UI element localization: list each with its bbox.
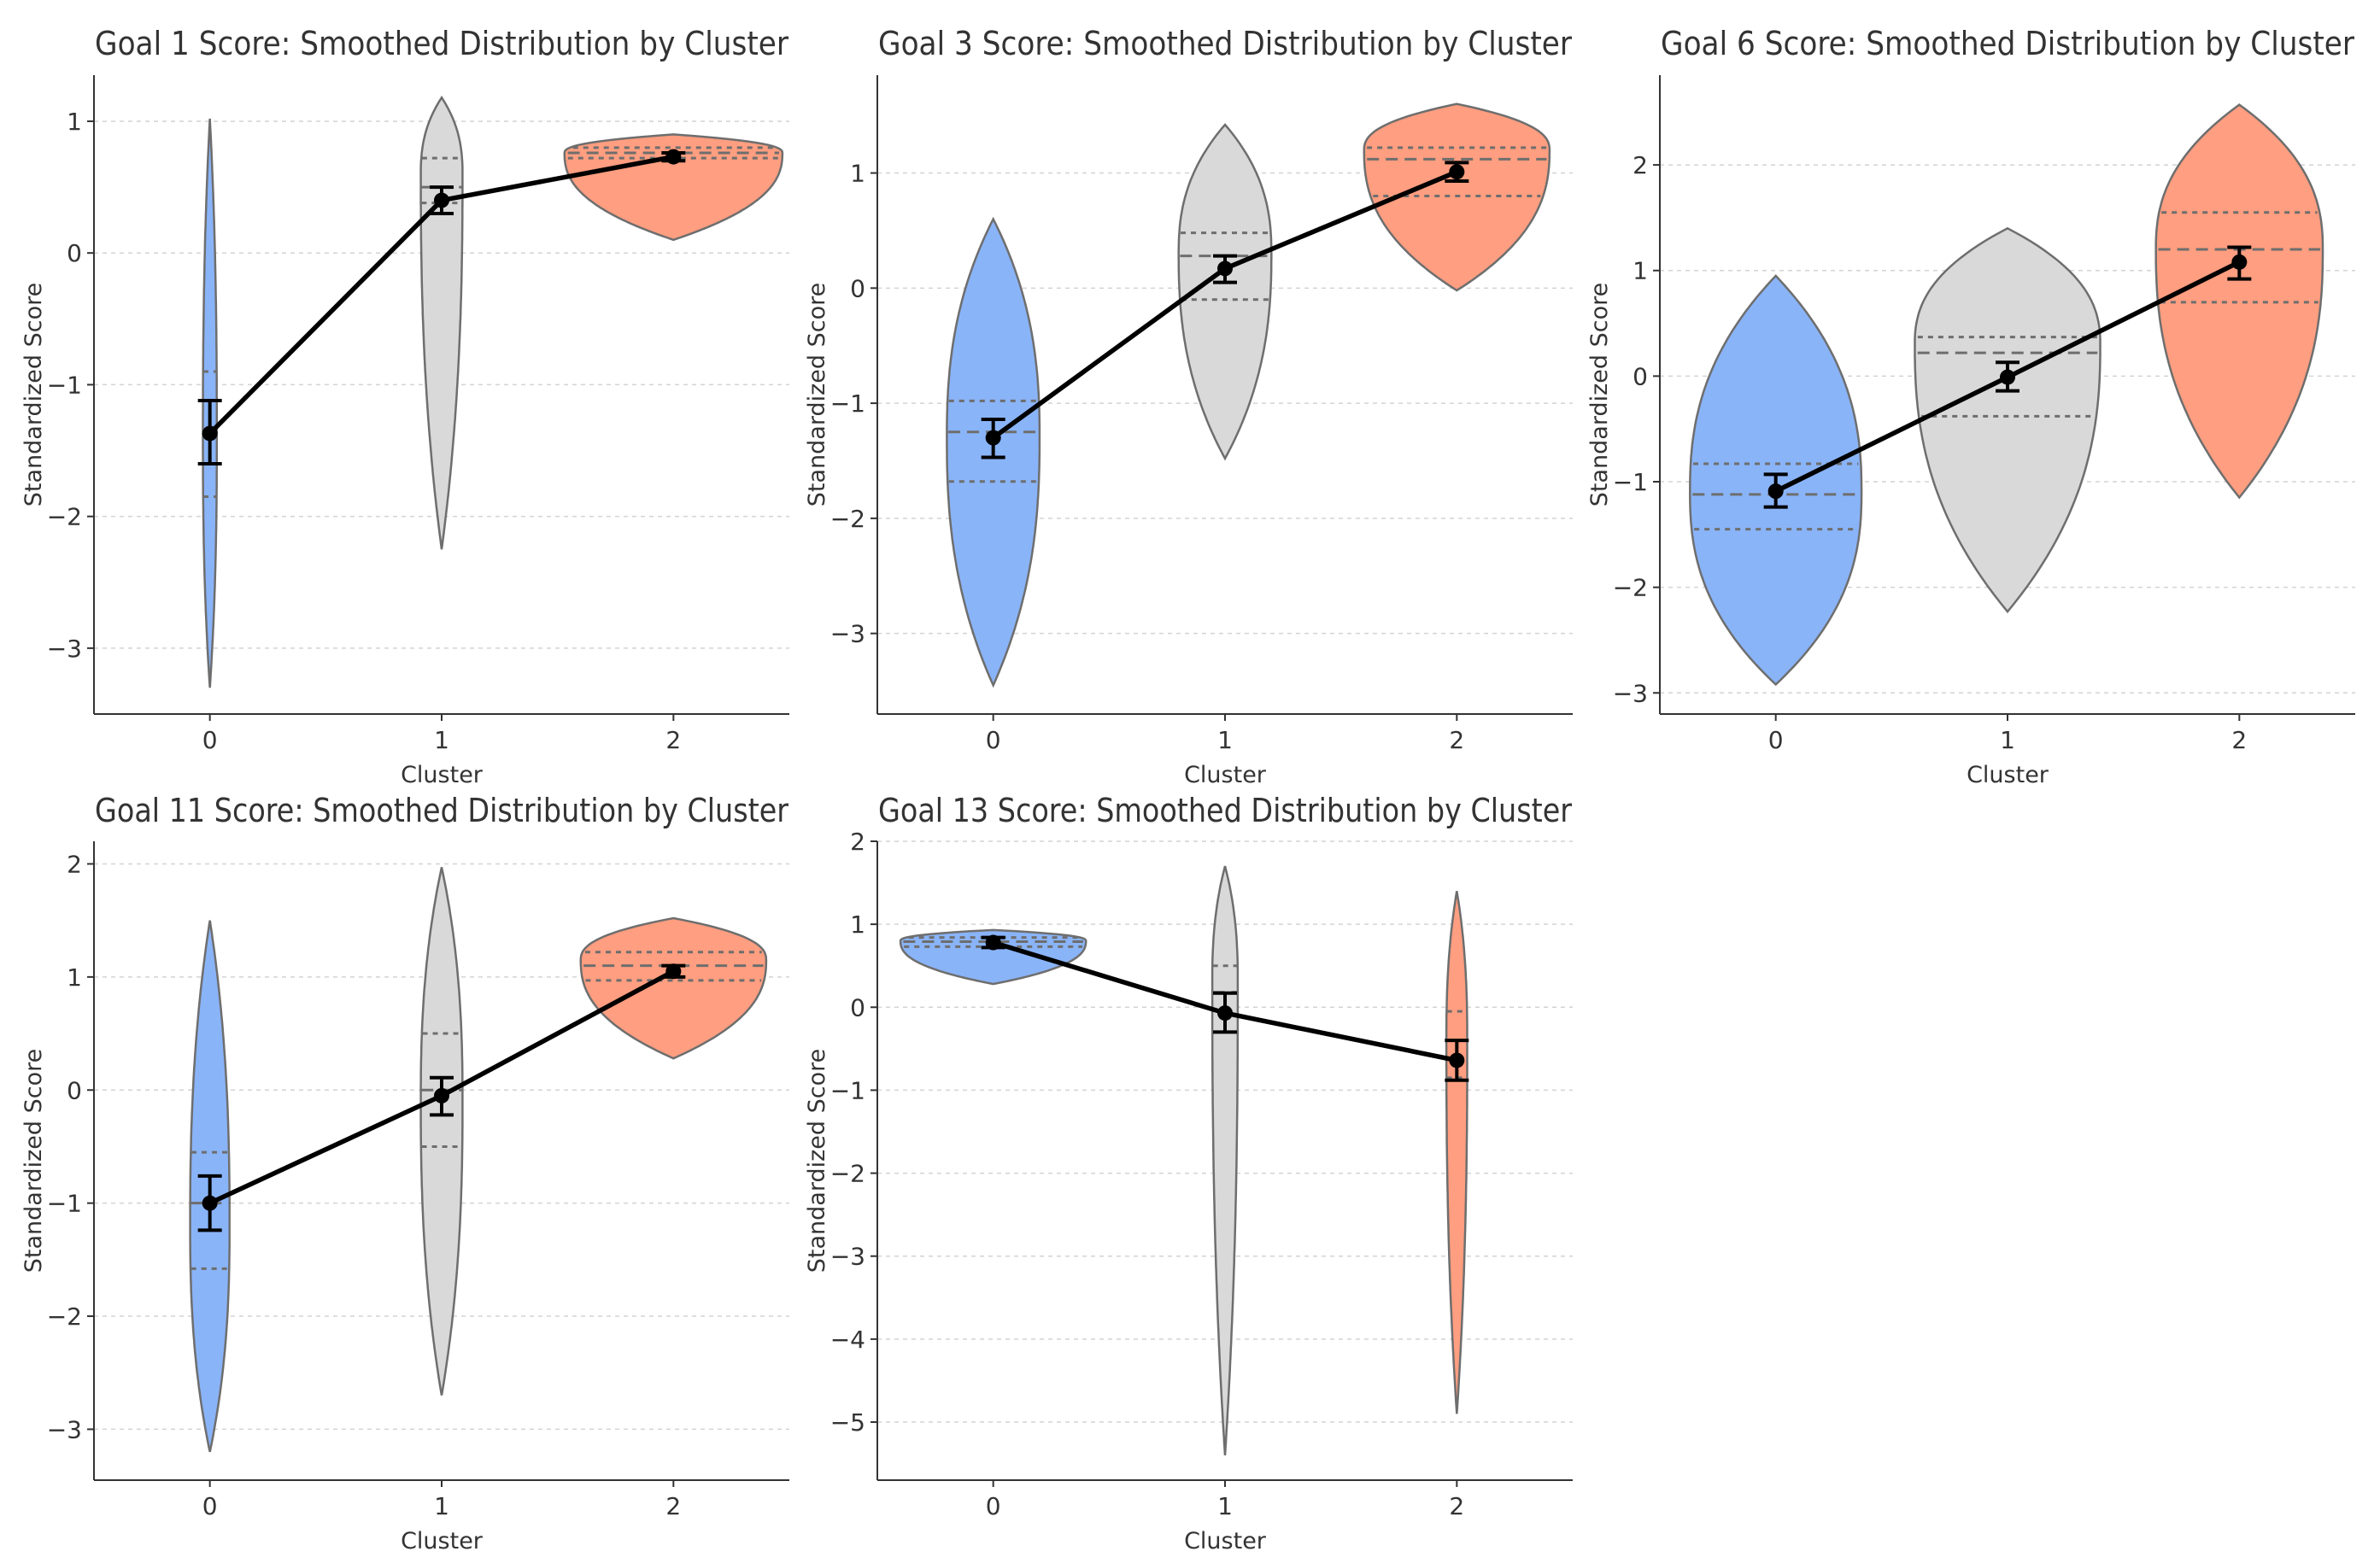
y-tick-label: −1 — [830, 1076, 865, 1104]
mean-point — [1449, 1052, 1465, 1068]
mean-point — [985, 430, 1001, 446]
mean-point — [202, 425, 218, 442]
y-tick-label: −3 — [1613, 679, 1648, 707]
x-tick-label: 1 — [1217, 726, 1233, 754]
x-tick-label: 0 — [986, 726, 1001, 754]
y-axis-label: Standardized Score — [21, 1049, 47, 1273]
y-tick-label: 1 — [1633, 257, 1648, 285]
y-tick-label: 2 — [1633, 151, 1648, 179]
violin-cluster-2 — [1445, 891, 1468, 1414]
y-axis-label: Standardized Score — [1586, 283, 1613, 506]
y-axis-label: Standardized Score — [804, 283, 830, 506]
y-tick-label: −3 — [830, 1243, 865, 1271]
chart-title: Goal 13 Score: Smoothed Distribution by … — [878, 792, 1572, 829]
x-tick-label: 2 — [1449, 726, 1464, 754]
violin-cluster-0 — [899, 928, 1087, 986]
y-tick-label: 1 — [67, 963, 82, 992]
x-tick-label: 1 — [434, 726, 449, 754]
y-tick-label: 2 — [850, 828, 865, 856]
violin-cluster-2 — [2154, 103, 2324, 500]
chart-title: Goal 11 Score: Smoothed Distribution by … — [95, 792, 788, 829]
mean-point — [1767, 483, 1784, 500]
mean-point — [2000, 369, 2015, 385]
y-tick-label: −2 — [47, 503, 82, 531]
mean-point — [202, 1195, 218, 1211]
mean-point — [434, 192, 449, 208]
chart-title: Goal 3 Score: Smoothed Distribution by C… — [878, 25, 1572, 62]
y-tick-label: 0 — [850, 274, 865, 302]
mean-point — [1217, 260, 1233, 277]
y-tick-label: −3 — [830, 620, 865, 648]
y-tick-label: 0 — [1633, 362, 1648, 390]
x-tick-label: 1 — [1217, 1492, 1233, 1520]
y-tick-label: 1 — [850, 910, 865, 939]
mean-point — [1217, 1005, 1233, 1022]
y-tick-label: 0 — [67, 239, 82, 267]
y-tick-label: −1 — [1613, 468, 1648, 496]
y-tick-label: 1 — [850, 160, 865, 188]
x-tick-label: 2 — [1449, 1492, 1464, 1520]
x-axis-label: Cluster — [1184, 762, 1267, 788]
y-tick-label: −1 — [47, 1190, 82, 1218]
mean-point — [434, 1087, 449, 1103]
x-tick-label: 0 — [202, 1492, 218, 1520]
x-tick-label: 1 — [434, 1492, 449, 1520]
chart-title: Goal 6 Score: Smoothed Distribution by C… — [1661, 25, 2354, 62]
y-tick-label: −3 — [47, 635, 82, 663]
mean-point — [1449, 164, 1465, 180]
y-tick-label: 2 — [67, 850, 82, 878]
y-axis-label: Standardized Score — [804, 1049, 830, 1273]
y-tick-label: −5 — [830, 1408, 865, 1437]
x-tick-label: 2 — [665, 726, 681, 754]
x-tick-label: 0 — [1768, 726, 1784, 754]
mean-point — [985, 934, 1001, 951]
violin-cluster-1 — [419, 867, 464, 1396]
y-tick-label: −3 — [47, 1415, 82, 1443]
x-axis-label: Cluster — [1967, 762, 2049, 788]
y-tick-label: −2 — [47, 1302, 82, 1331]
y-tick-label: −2 — [830, 505, 865, 533]
x-tick-label: 2 — [665, 1492, 681, 1520]
y-tick-label: 0 — [850, 993, 865, 1022]
y-axis-label: Standardized Score — [21, 283, 47, 506]
x-tick-label: 0 — [202, 726, 218, 754]
y-tick-label: −2 — [830, 1160, 865, 1188]
y-tick-label: −4 — [830, 1326, 865, 1354]
chart-title: Goal 1 Score: Smoothed Distribution by C… — [95, 25, 788, 62]
x-axis-label: Cluster — [401, 762, 484, 788]
mean-point — [665, 149, 682, 165]
x-tick-label: 2 — [2231, 726, 2247, 754]
y-tick-label: 0 — [67, 1076, 82, 1104]
x-axis-label: Cluster — [1184, 1528, 1267, 1554]
x-tick-label: 1 — [2000, 726, 2015, 754]
mean-point — [665, 963, 682, 980]
violin-cluster-2 — [563, 133, 784, 242]
violin-cluster-1 — [1914, 226, 2102, 614]
violin-cluster-1 — [1177, 123, 1273, 461]
violin-cluster-1 — [1211, 865, 1240, 1455]
y-tick-label: −1 — [47, 371, 82, 399]
x-tick-label: 0 — [986, 1492, 1001, 1520]
x-axis-label: Cluster — [401, 1528, 484, 1554]
y-tick-label: −2 — [1613, 574, 1648, 602]
mean-point — [2231, 254, 2248, 270]
y-tick-label: −1 — [830, 389, 865, 418]
y-tick-label: 1 — [67, 108, 82, 136]
